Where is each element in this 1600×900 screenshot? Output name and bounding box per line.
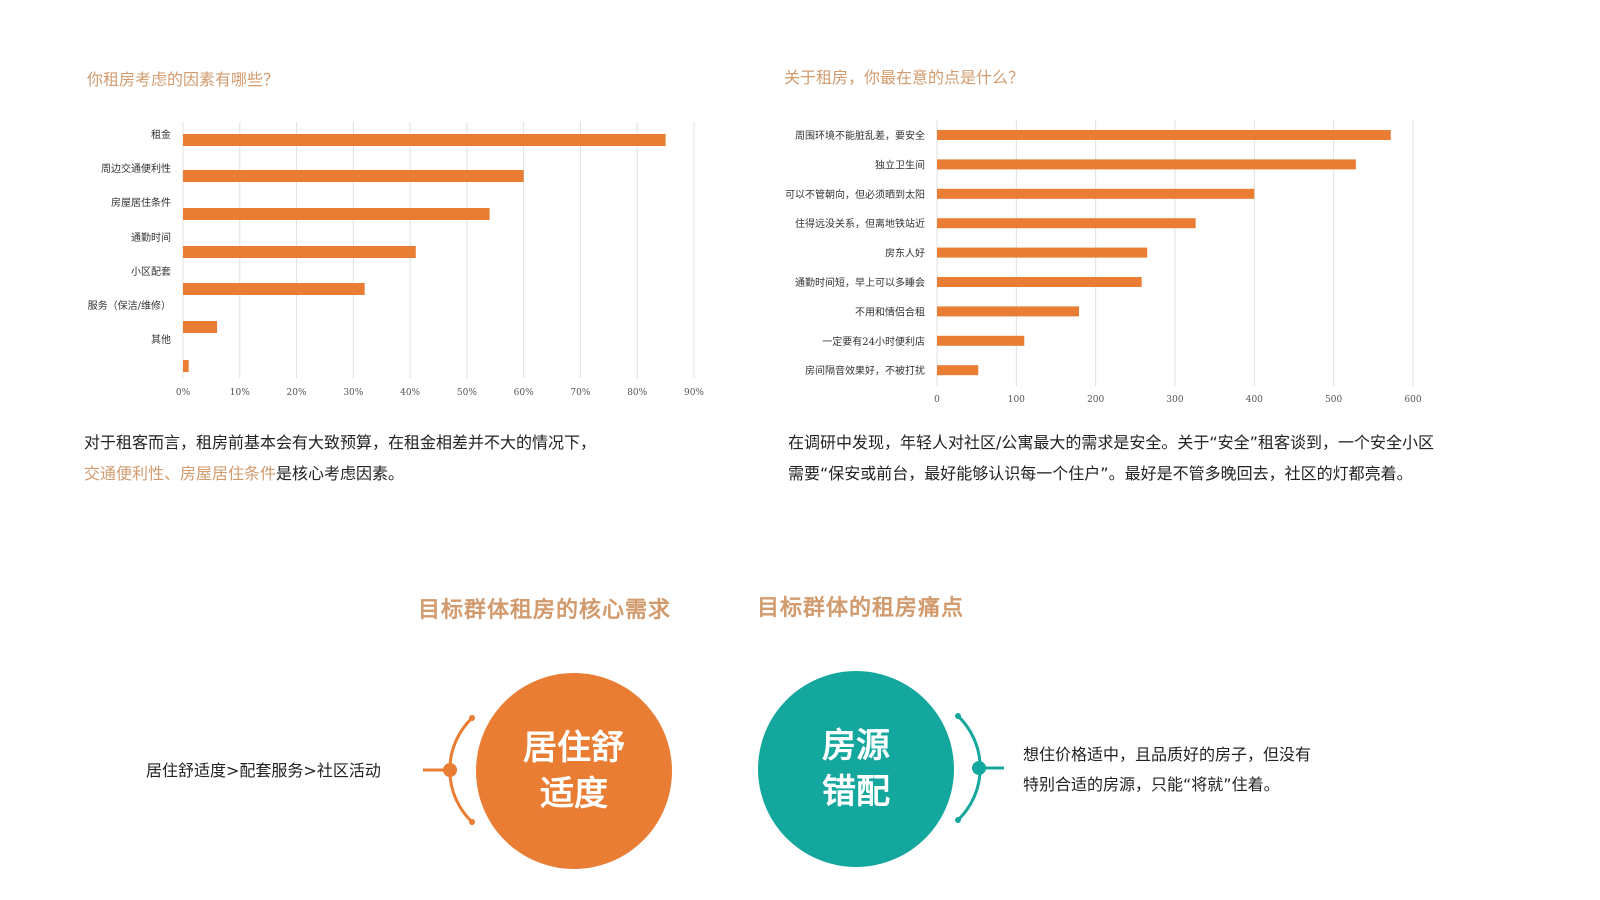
chart2-category-label: 房东人好 xyxy=(885,247,925,260)
chart1-category-label: 其他 xyxy=(151,333,171,346)
pain-circle: 房源 错配 xyxy=(758,671,954,867)
left-paragraph-highlight: 交通便利性、房屋居住条件 xyxy=(84,464,277,483)
pain-circle-line1: 房源 xyxy=(822,726,890,766)
chart1-tick-label: 70% xyxy=(570,388,590,398)
chart1-bar xyxy=(183,170,524,182)
chart1-bar xyxy=(183,360,189,372)
chart2-svg: 0 100 200 300 400 500 600 周围环境不能脏乱差，要安全独立卫生间可以不… xyxy=(785,120,1422,405)
chart2-bar xyxy=(937,218,1196,229)
needs-circle: 居住舒 适度 xyxy=(476,673,672,869)
needs-text: 居住舒适度>配套服务>社区活动 xyxy=(146,761,381,780)
chart1-tick-label: 40% xyxy=(400,388,420,398)
chart2-tick-label: 100 xyxy=(1008,395,1025,405)
chart1-category-label: 周边交通便利性 xyxy=(101,162,171,175)
chart2-category-label: 不用和情侣合租 xyxy=(855,305,925,318)
chart1-svg: 0% 10% 20% 30% 40% 50% 60% 70% 80% 90% 租金周边交通便利性房屋… xyxy=(88,122,704,398)
pain-text-line1: 想住价格适中，且品质好的房子，但没有 xyxy=(1023,745,1312,764)
needs-connector-dot xyxy=(443,763,457,777)
chart1-tick-label: 10% xyxy=(230,388,250,398)
chart2-category-label: 一定要有24小时便利店 xyxy=(822,335,925,348)
chart2-bar xyxy=(937,335,1025,346)
chart1-category-label: 服务（保洁/维修） xyxy=(88,299,171,312)
right-paragraph-line1: 在调研中发现，年轻人对社区/公寓最大的需求是安全。关于“安全”租客谈到，一个安全… xyxy=(788,433,1434,452)
chart1-bar xyxy=(183,134,666,146)
needs-arc-end-top xyxy=(469,715,475,721)
needs-circle-line1: 居住舒 xyxy=(523,728,625,768)
left-paragraph-rest: 是核心考虑因素。 xyxy=(276,464,405,483)
chart2-bar xyxy=(937,277,1142,287)
needs-arc-end-bottom xyxy=(469,819,475,825)
chart2-tick-label: 600 xyxy=(1404,395,1421,405)
chart2-category-label: 周围环境不能脏乱差，要安全 xyxy=(795,129,925,142)
right-paragraph: 在调研中发现，年轻人对社区/公寓最大的需求是安全。关于“安全”租客谈到，一个安全… xyxy=(788,427,1578,489)
needs-section-title: 目标群体租房的核心需求 xyxy=(418,598,672,623)
pain-section-title: 目标群体的租房痛点 xyxy=(757,596,965,621)
chart2-category-label: 住得远没关系，但离地铁站近 xyxy=(795,217,925,230)
chart1-bar xyxy=(183,283,365,295)
chart1-category-label: 通勤时间 xyxy=(131,231,171,244)
chart2-title: 关于租房，你最在意的点是什么？ xyxy=(784,68,1025,87)
left-paragraph: 对于租客而言，租房前基本会有大致预算，在租金相差并不大的情况下， 交通便利性、房… xyxy=(84,427,764,489)
chart1-tick-label: 50% xyxy=(457,388,477,398)
chart1-category-label: 租金 xyxy=(151,128,171,141)
chart1-tick-label: 90% xyxy=(684,388,704,398)
pain-connector-dot xyxy=(972,761,986,775)
chart1-bar xyxy=(183,208,490,220)
needs-circle-line2: 适度 xyxy=(540,774,608,814)
chart2-category-label: 通勤时间短，早上可以多睡会 xyxy=(795,276,925,289)
pain-circle-line2: 错配 xyxy=(822,772,890,812)
chart1-bar xyxy=(183,246,416,258)
chart1-tick-label: 80% xyxy=(627,388,647,398)
chart2-bar xyxy=(937,188,1255,199)
chart2-bar xyxy=(937,130,1391,140)
chart2-tick-label: 0 xyxy=(934,395,940,405)
left-paragraph-line2: 交通便利性、房屋居住条件是核心考虑因素。 xyxy=(84,458,764,489)
chart1-tick-label: 30% xyxy=(343,388,363,398)
chart2-tick-label: 400 xyxy=(1246,395,1263,405)
pain-arc-end-top xyxy=(955,713,961,719)
chart1-bar xyxy=(183,321,218,333)
pain-text: 想住价格适中，且品质好的房子，但没有 特别合适的房源，只能“将就”住着。 xyxy=(1023,740,1311,800)
chart2-category-label: 可以不管朝向，但必须晒到太阳 xyxy=(785,188,925,201)
left-paragraph-line1: 对于租客而言，租房前基本会有大致预算，在租金相差并不大的情况下， xyxy=(84,433,597,452)
chart2-bar xyxy=(937,306,1080,317)
chart2-bar xyxy=(937,247,1148,258)
chart2-bar xyxy=(937,365,979,376)
pain-arc-end-bottom xyxy=(955,817,961,823)
chart2-tick-label: 200 xyxy=(1087,395,1104,405)
chart1-tick-label: 20% xyxy=(287,388,307,398)
chart1-tick-label: 60% xyxy=(514,388,534,398)
right-paragraph-line2: 需要“保安或前台，最好能够认识每一个住户”。最好是不管多晚回去，社区的灯都亮着。 xyxy=(788,464,1413,483)
pain-text-line2: 特别合适的房源，只能“将就”住着。 xyxy=(1023,775,1280,794)
chart2-tick-label: 300 xyxy=(1166,395,1183,405)
chart1-tick-label: 0% xyxy=(176,388,191,398)
chart2-bar xyxy=(937,159,1356,170)
chart1-category-label: 小区配套 xyxy=(131,265,171,278)
chart2-category-label: 房间隔音效果好，不被打扰 xyxy=(805,364,925,377)
chart2-tick-label: 500 xyxy=(1325,395,1342,405)
chart2-category-label: 独立卫生间 xyxy=(875,158,925,171)
chart1-category-label: 房屋居住条件 xyxy=(111,196,171,209)
chart1-title: 你租房考虑的因素有哪些？ xyxy=(87,70,280,89)
